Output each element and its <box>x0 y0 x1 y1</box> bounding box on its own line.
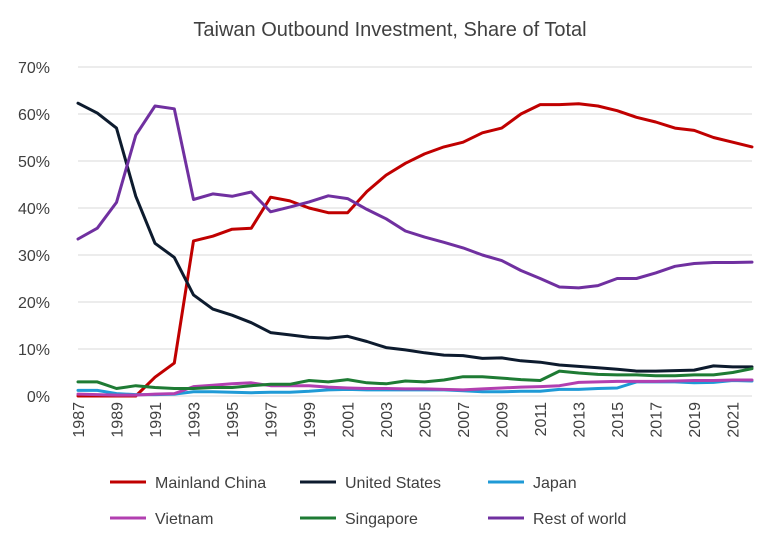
series-lines <box>76 101 754 398</box>
y-tick-label: 60% <box>18 107 50 124</box>
legend-label: Japan <box>533 475 577 492</box>
x-tick-label: 2011 <box>533 402 550 437</box>
x-tick-label: 1989 <box>110 402 127 438</box>
legend-label: United States <box>345 475 441 492</box>
y-tick-label: 20% <box>18 295 50 312</box>
x-tick-label: 1991 <box>148 402 165 438</box>
x-tick-label: 1993 <box>187 402 204 438</box>
x-tick-label: 2007 <box>456 402 473 438</box>
x-axis-tick-labels: 1987 1989 1991 1993 1995 1997 1999 2001 2003 2005… <box>71 402 743 438</box>
x-tick-label: 2015 <box>610 402 627 438</box>
y-tick-label: 40% <box>18 201 50 218</box>
series-line-united-states <box>76 101 754 373</box>
y-tick-label: 0% <box>27 389 50 406</box>
legend-label: Mainland China <box>155 475 266 492</box>
x-tick-label: 1999 <box>302 402 319 438</box>
chart-title: Taiwan Outbound Investment, Share of Tot… <box>193 19 586 41</box>
x-tick-label: 2019 <box>687 402 704 438</box>
x-tick-label: 2009 <box>495 402 512 438</box>
x-tick-label: 2001 <box>341 402 358 438</box>
x-tick-label: 2003 <box>379 402 396 438</box>
legend-label: Rest of world <box>533 511 626 528</box>
y-tick-label: 10% <box>18 342 50 359</box>
legend-label: Singapore <box>345 511 418 528</box>
y-tick-label: 50% <box>18 154 50 171</box>
x-tick-label: 2013 <box>572 402 589 438</box>
y-axis-tick-labels: 0% 10% 20% 30% 40% 50% 60% 70% <box>18 60 50 406</box>
x-tick-label: 1997 <box>264 402 281 438</box>
x-tick-label: 2021 <box>726 402 743 438</box>
legend: Mainland China United States Japan Vietnam S… <box>110 475 626 528</box>
series-line-rest-of-world <box>76 104 754 290</box>
x-tick-label: 2017 <box>649 402 666 438</box>
x-tick-label: 1987 <box>71 402 88 438</box>
x-tick-label: 1995 <box>225 402 242 438</box>
series-line-mainland-china <box>76 102 754 398</box>
y-tick-label: 70% <box>18 60 50 77</box>
x-tick-label: 2005 <box>418 402 435 438</box>
legend-label: Vietnam <box>155 511 213 528</box>
series-line-singapore <box>76 367 754 390</box>
y-tick-label: 30% <box>18 248 50 265</box>
gridlines <box>78 66 752 350</box>
